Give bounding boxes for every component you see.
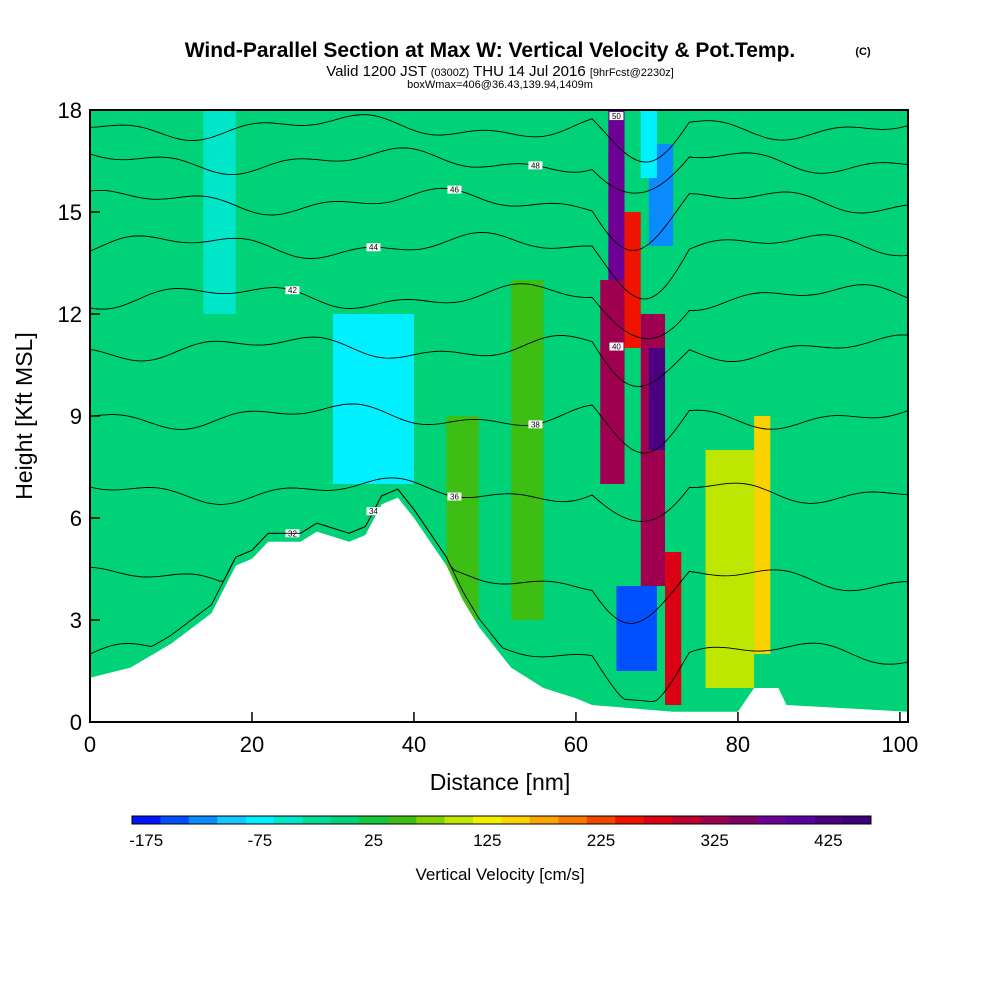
colorbar-swatch [302, 816, 332, 824]
colorbar-tick-label: 125 [473, 831, 501, 850]
y-tick-label: 15 [58, 200, 82, 225]
colorbar-tick-label: 425 [814, 831, 842, 850]
isentrope-line [90, 114, 908, 163]
valid-date: THU 14 Jul 2016 [473, 63, 586, 80]
velocity-cell [640, 110, 657, 178]
colorbar-tick-label: 225 [587, 831, 615, 850]
isentrope-line [90, 231, 908, 300]
isentrope-line [90, 283, 908, 340]
isentrope-line [90, 334, 908, 387]
colorbar-swatch [330, 816, 360, 824]
isentrope-line [90, 477, 908, 522]
colorbar [131, 815, 872, 825]
x-tick-label: 0 [84, 732, 96, 757]
isentrope-label: 42 [288, 286, 297, 295]
colorbar-tick-label: -175 [129, 831, 163, 850]
colorbar-label: Vertical Velocity [cm/s] [415, 865, 584, 884]
forecast-tag: [9hrFcst@2230z] [590, 67, 674, 79]
velocity-cell [600, 280, 625, 484]
y-tick-label: 9 [70, 404, 82, 429]
colorbar-swatch [473, 816, 502, 824]
colorbar-swatch [416, 816, 445, 824]
colorbar-swatch [814, 816, 843, 824]
colorbar-swatch [274, 816, 303, 824]
colorbar-swatch [643, 816, 673, 824]
colorbar-tick-label: -75 [248, 831, 273, 850]
colorbar-swatch [245, 816, 275, 824]
x-tick-label: 20 [240, 732, 264, 757]
x-tick-label: 40 [402, 732, 426, 757]
isentrope-label: 44 [369, 243, 378, 252]
x-tick-label: 60 [564, 732, 588, 757]
velocity-cell [203, 110, 236, 314]
box-wmax: boxWmax=406@36.43,139.94,1409m [407, 79, 593, 91]
colorbar-swatch [615, 816, 644, 824]
y-tick-label: 18 [58, 98, 82, 123]
colorbar-swatch [217, 816, 246, 824]
velocity-cell [624, 212, 641, 348]
x-axis-label: Distance [nm] [430, 769, 571, 795]
isentrope-label: 50 [612, 112, 621, 121]
isentrope-line [90, 147, 908, 194]
velocity-cell [648, 348, 666, 450]
colorbar-swatch [842, 816, 872, 824]
velocity-cell [754, 416, 771, 654]
colorbar-swatch [188, 816, 218, 824]
x-tick-label: 80 [726, 732, 750, 757]
colorbar-swatch [586, 816, 616, 824]
colorbar-swatch [700, 816, 730, 824]
colorbar-swatch [160, 816, 190, 824]
colorbar-swatch [387, 816, 417, 824]
isentrope-label: 48 [531, 161, 540, 170]
velocity-cell [511, 280, 544, 620]
valid-prefix: Valid 1200 JST [326, 63, 426, 80]
copyright-mark: (C) [855, 46, 871, 58]
colorbar-swatch [558, 816, 588, 824]
velocity-cell [332, 314, 414, 484]
colorbar-swatch [785, 816, 815, 824]
y-tick-label: 3 [70, 608, 82, 633]
isentrope-label: 38 [531, 420, 540, 429]
isentrope-line [90, 187, 908, 251]
chart-title: Wind-Parallel Section at Max W: Vertical… [185, 39, 796, 62]
y-tick-label: 12 [58, 302, 82, 327]
isentrope-label: 34 [369, 507, 378, 516]
colorbar-swatch [728, 816, 758, 824]
colorbar-swatch [444, 816, 474, 824]
valid-line: Valid 1200 JST (0300Z) THU 14 Jul 2016 [… [326, 63, 674, 80]
isentrope-label: 46 [450, 186, 459, 195]
valid-zulu: (0300Z) [431, 67, 470, 79]
isentrope-line [90, 403, 908, 454]
isentrope-line [90, 488, 908, 624]
colorbar-swatch [529, 816, 559, 824]
y-tick-label: 6 [70, 506, 82, 531]
y-axis-label: Height [Kft MSL] [11, 332, 37, 499]
colorbar-swatch [757, 816, 787, 824]
x-tick-label: 100 [882, 732, 919, 757]
colorbar-swatch [132, 816, 161, 824]
isentrope-label: 36 [450, 493, 459, 502]
colorbar-swatch [501, 816, 531, 824]
colorbar-tick-label: 325 [700, 831, 728, 850]
isentrope-label: 32 [288, 529, 297, 538]
colorbar-swatch [672, 816, 701, 824]
colorbar-tick-label: 25 [364, 831, 383, 850]
colorbar-swatch [359, 816, 389, 824]
velocity-cell [665, 552, 682, 705]
y-tick-label: 0 [70, 710, 82, 735]
velocity-cell [616, 586, 657, 671]
isentrope-label: 40 [612, 343, 621, 352]
terrain [90, 497, 908, 722]
